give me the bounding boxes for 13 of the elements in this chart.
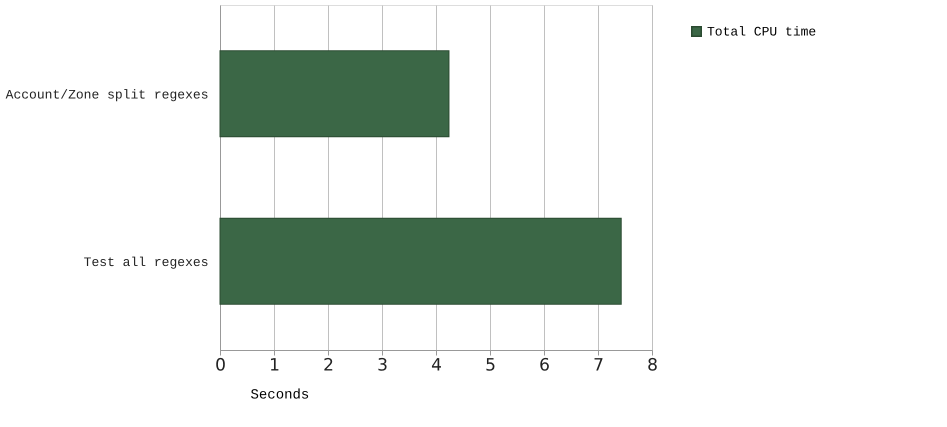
x-tick-label: 5 <box>485 356 496 376</box>
legend-label: Total CPU time <box>707 24 816 40</box>
y-tick-label: Account/Zone split regexes <box>6 87 208 102</box>
y-tick-label: Test all regexes <box>84 254 208 270</box>
x-tick-label: 8 <box>647 356 658 376</box>
x-tick-label: 2 <box>323 356 334 376</box>
x-tick-label: 4 <box>431 356 442 376</box>
x-tick-label: 6 <box>539 356 550 376</box>
x-tick-label: 0 <box>215 356 226 376</box>
x-tick-label: 1 <box>269 356 280 376</box>
x-tick-label: 7 <box>593 356 604 376</box>
x-axis-title: Seconds <box>250 388 310 404</box>
x-tick-label: 3 <box>377 356 388 376</box>
